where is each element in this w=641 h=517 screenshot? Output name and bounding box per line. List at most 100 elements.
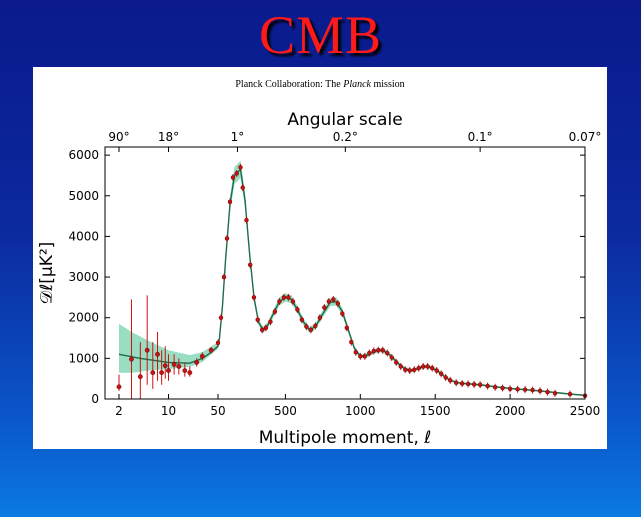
data-point <box>299 317 305 322</box>
data-point <box>398 364 403 369</box>
caption-prefix: Planck Collaboration: The <box>235 79 344 90</box>
data-point <box>137 374 143 380</box>
data-point <box>322 305 327 310</box>
data-point <box>485 383 490 389</box>
data-point <box>537 388 543 394</box>
y-tick-label: 6000 <box>68 148 99 162</box>
data-point <box>277 299 282 304</box>
x-axis-title: Multipole moment, ℓ <box>259 428 432 448</box>
x-tick-label: 50 <box>210 404 225 418</box>
top-tick-label: 0.2° <box>333 130 358 144</box>
data-point <box>215 340 221 346</box>
data-point <box>238 165 243 170</box>
figure-caption: Planck Collaboration: The Planck mission <box>33 79 607 90</box>
data-point <box>187 370 193 375</box>
chart-panel: Planck Collaboration: The Planck mission… <box>33 67 607 449</box>
data-point <box>227 199 233 205</box>
data-point <box>471 382 477 387</box>
y-tick-label: 2000 <box>68 311 99 325</box>
data-point <box>224 236 230 241</box>
data-point <box>403 367 408 372</box>
data-point <box>367 350 372 356</box>
data-point <box>430 365 435 371</box>
data-point <box>567 391 573 397</box>
data-point <box>349 339 354 345</box>
data-point <box>248 262 253 268</box>
y-tick-label: 3000 <box>68 270 99 284</box>
top-tick-label: 18° <box>158 130 179 144</box>
data-point <box>182 368 188 373</box>
data-point <box>500 385 505 391</box>
data-point <box>362 354 367 359</box>
data-point <box>218 315 224 320</box>
data-point <box>159 370 165 375</box>
data-point <box>385 350 390 356</box>
data-point <box>304 324 309 329</box>
caption-italic: Planck <box>343 79 371 90</box>
x-tick-label: 2 <box>115 404 123 418</box>
data-point <box>443 375 448 380</box>
slide-title: CMB <box>258 5 383 65</box>
power-spectrum-chart: 0 1000 2000 3000 4000 5000 6000 2 10 50 500 1000 150… <box>37 110 602 448</box>
data-point <box>465 381 471 387</box>
caption-suffix: mission <box>371 79 405 90</box>
cosmic-variance-band <box>119 160 585 397</box>
data-point <box>272 309 278 314</box>
data-point <box>281 295 287 300</box>
x-tick-label: 500 <box>274 404 297 418</box>
data-point <box>358 354 363 359</box>
data-point <box>162 363 168 369</box>
data-point <box>545 389 550 395</box>
x-tick-label: 1000 <box>345 404 376 418</box>
x-tick-label: 10 <box>161 404 176 418</box>
data-point <box>129 356 134 362</box>
top-tick-label: 0.1° <box>468 130 493 144</box>
data-point <box>344 325 350 331</box>
y-tick-label: 1000 <box>68 351 99 365</box>
data-point <box>295 307 300 312</box>
x-tick-label: 1500 <box>420 404 451 418</box>
data-point <box>230 175 236 180</box>
data-point <box>259 327 265 333</box>
data-point <box>286 295 291 300</box>
data-point <box>412 367 417 372</box>
data-point <box>507 386 513 392</box>
data-point <box>144 347 150 353</box>
data-point <box>522 387 528 392</box>
y-axis-title: 𝒟ℓ[μK²] <box>37 242 57 305</box>
top-tick-label: 1° <box>231 130 245 144</box>
data-point <box>208 347 214 353</box>
data-point <box>255 317 260 322</box>
data-point <box>492 385 498 390</box>
data-point <box>416 365 421 371</box>
data-point <box>389 355 394 360</box>
data-point <box>199 353 205 359</box>
top-tick-label: 0.07° <box>569 130 602 144</box>
data-point <box>326 299 332 304</box>
data-point <box>116 384 122 390</box>
data-point <box>530 387 535 393</box>
data-point <box>515 387 520 392</box>
top-axis-title: Angular scale <box>287 110 402 130</box>
data-point <box>353 350 359 355</box>
data-point <box>155 351 160 357</box>
data-point <box>407 368 412 373</box>
data-point <box>331 297 336 302</box>
data-point <box>434 368 439 373</box>
data-point <box>317 315 323 320</box>
data-point <box>221 274 227 280</box>
data-point <box>438 371 444 376</box>
data-point <box>453 380 459 385</box>
data-point <box>263 325 269 331</box>
data-point <box>308 327 314 333</box>
data-point <box>176 364 182 369</box>
data-point <box>166 368 171 373</box>
data-point <box>552 391 558 396</box>
data-point <box>425 364 430 369</box>
data-point <box>268 319 273 324</box>
data-point <box>421 364 426 369</box>
data-point <box>150 370 156 375</box>
x-tick-label: 2500 <box>570 404 601 418</box>
data-point <box>447 378 453 383</box>
data-point <box>477 382 483 387</box>
